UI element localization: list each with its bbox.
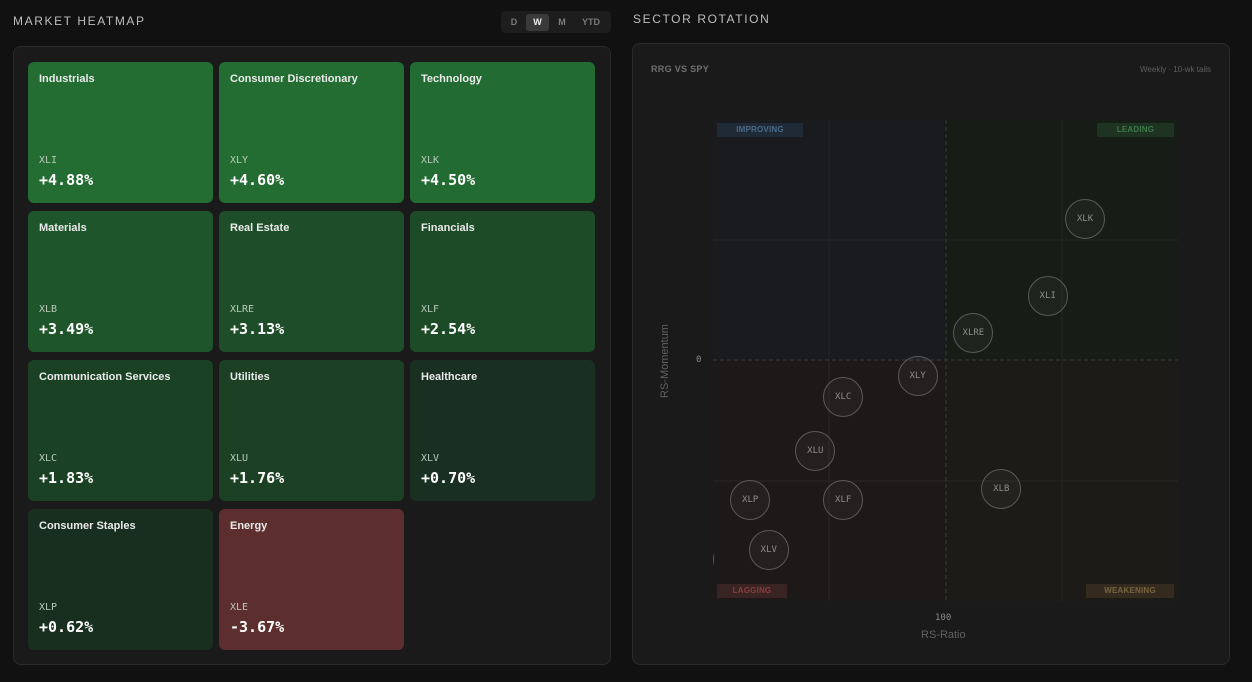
timeframe-w-button[interactable]: W [526,13,549,31]
tile-ticker: XLE [230,602,249,613]
x-axis-label: RS-Ratio [921,629,966,641]
tile-sector-name: Financials [421,222,475,234]
tile-sector-name: Real Estate [230,222,290,234]
tile-ticker: XLC [39,453,58,464]
rotation-title: SECTOR ROTATION [633,12,771,26]
rrg-subtitle: Weekly · 10-wk tails [1140,65,1211,74]
heatmap-tile-xle[interactable]: Energy XLE -3.67% [219,509,404,650]
heatmap-tile-xlp[interactable]: Consumer Staples XLP +0.62% [28,509,213,650]
rrg-point-xlre[interactable]: XLRE [953,312,994,353]
tile-ticker: XLV [421,453,440,464]
tile-change: +2.54% [421,320,476,338]
tile-change: +0.62% [39,618,94,636]
rrg-point-xlv[interactable]: XLV [748,530,789,571]
bubble-layer: XLK XLI XLRE XLY XLC XLU XLB XLF XLP XLV XLE [713,120,1178,601]
quadrant-label-weakening: WEAKENING [1086,584,1174,598]
heatmap-tile-xlu[interactable]: Utilities XLU +1.76% [219,360,404,501]
tile-change: +0.70% [421,469,476,487]
tile-sector-name: Materials [39,222,87,234]
tile-ticker: XLK [421,155,440,166]
tile-change: -3.67% [230,618,285,636]
tile-sector-name: Energy [230,520,268,532]
tile-change: +1.76% [230,469,285,487]
tile-change: +3.13% [230,320,285,338]
rrg-point-xlk[interactable]: XLK [1065,198,1105,239]
timeframe-m-button[interactable]: M [558,17,566,27]
heatmap-tile-xlre[interactable]: Real Estate XLRE +3.13% [219,211,404,352]
tile-change: +4.60% [230,171,285,189]
heatmap-title: MARKET HEATMAP [13,14,146,28]
tile-sector-name: Utilities [230,371,270,383]
tile-sector-name: Consumer Staples [39,520,136,532]
rrg-point-xlp[interactable]: XLP [730,479,771,520]
tile-ticker: XLB [39,304,58,315]
heatmap-panel: Industrials XLI +4.88% Consumer Discretiona… [13,46,611,665]
heatmap-tile-xli[interactable]: Industrials XLI +4.88% [28,62,213,203]
timeframe-d-button[interactable]: D [510,17,518,27]
tile-ticker: XLY [230,155,249,166]
rrg-label: RRG VS SPY [651,64,710,74]
rrg-point-xlf[interactable]: XLF [823,479,864,520]
tile-ticker: XLP [39,602,58,613]
heatmap-tile-xlv[interactable]: Healthcare XLV +0.70% [410,360,595,501]
tile-change: +4.88% [39,171,94,189]
quadrant-label-improving: IMPROVING [717,123,803,137]
rrg-point-xly[interactable]: XLY [897,356,938,397]
x-tick-100: 100 [935,613,952,623]
timeframe-ytd-button[interactable]: YTD [582,17,600,27]
tile-sector-name: Industrials [39,73,95,85]
heatmap-tile-xlc[interactable]: Communication Services XLC +1.83% [28,360,213,501]
tile-ticker: XLI [39,155,58,166]
timeframe-selector: D W M YTD [501,11,611,33]
tile-sector-name: Technology [421,73,482,85]
rotation-panel: RRG VS SPY Weekly · 10-wk tails XLK XLI XL… [632,43,1230,665]
tile-change: +1.83% [39,469,94,487]
tile-ticker: XLRE [230,304,255,315]
rrg-point-xli[interactable]: XLI [1027,275,1068,316]
tile-sector-name: Communication Services [39,371,171,383]
heatmap-tile-xlk[interactable]: Technology XLK +4.50% [410,62,595,203]
quadrant-label-leading: LEADING [1097,123,1174,137]
tile-ticker: XLF [421,304,440,315]
tile-ticker: XLU [230,453,249,464]
rrg-point-xlb[interactable]: XLB [981,469,1022,510]
rrg-grid [713,120,1178,601]
heatmap-tile-xlb[interactable]: Materials XLB +3.49% [28,211,213,352]
tile-change: +3.49% [39,320,94,338]
rrg-point-xlc[interactable]: XLC [823,376,864,417]
tile-sector-name: Consumer Discretionary [230,73,358,85]
quadrant-label-lagging: LAGGING [717,584,787,598]
tile-sector-name: Healthcare [421,371,478,383]
rrg-point-xlu[interactable]: XLU [795,430,836,471]
rrg-chart: XLK XLI XLRE XLY XLC XLU XLB XLF XLP XLV XLE [713,120,1178,601]
rrg-point-xle[interactable]: XLE [713,538,715,579]
heatmap-tile-xly[interactable]: Consumer Discretionary XLY +4.60% [219,62,404,203]
y-axis-label: RS-Momentum [659,324,671,398]
heatmap-tile-xlf[interactable]: Financials XLF +2.54% [410,211,595,352]
y-tick-zero: 0 [696,355,702,365]
tile-change: +4.50% [421,171,476,189]
